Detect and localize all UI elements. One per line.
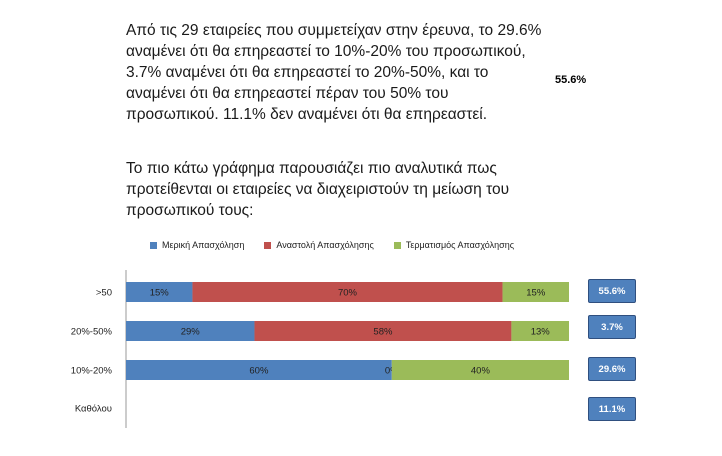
legend-label: Αναστολή Απασχόλησης	[276, 240, 374, 250]
bar-segment	[254, 321, 512, 341]
data-label: 40%	[471, 366, 491, 377]
chart-intro-line: προτείθενται οι εταιρείες να διαχειριστο…	[126, 181, 510, 198]
legend-label: Μερική Απασχόληση	[162, 240, 245, 250]
y-tick-label: >50	[96, 288, 112, 299]
legend-swatch	[264, 241, 272, 249]
legend-item: Αναστολή Απασχόλησης	[264, 240, 374, 250]
y-tick-label: 20%-50%	[71, 327, 113, 338]
legend-item: Μερική Απασχόληση	[150, 240, 244, 250]
bar-segment	[511, 321, 569, 341]
data-label: 60%	[249, 366, 269, 377]
side-value-box: 55.6%	[588, 279, 636, 303]
chart-intro-paragraph: Το πιο κάτω γράφημα παρουσιάζει πιο αναλ…	[126, 158, 509, 221]
side-value-box: 3.7%	[588, 315, 636, 339]
y-tick-label: 10%-20%	[71, 366, 113, 377]
bar-segment	[126, 282, 193, 302]
chart-intro-line: Το πιο κάτω γράφημα παρουσιάζει πιο αναλ…	[126, 160, 497, 177]
intro-line: αναμένει ότι θα επηρεαστεί πέραν του 50%…	[126, 85, 449, 102]
data-label: 29%	[181, 327, 201, 338]
data-label: 15%	[526, 288, 546, 299]
intro-paragraph: Από τις 29 εταιρείες που συμμετείχαν στη…	[126, 20, 541, 125]
intro-line: προσωπικού. 11.1% δεν αναμένει ότι θα επ…	[126, 106, 488, 123]
legend-item: Τερματισμός Απασχόλησης	[393, 240, 515, 250]
legend-swatch	[393, 241, 401, 249]
y-tick-label: Καθόλου	[75, 404, 112, 415]
side-value-box: 29.6%	[588, 357, 636, 381]
bar-segment	[126, 321, 255, 341]
intro-line: αναμένει ότι θα επηρεαστεί το 10%-20% το…	[126, 43, 526, 60]
side-value-box: 11.1%	[588, 397, 636, 421]
legend-label: Τερματισμός Απασχόλησης	[405, 240, 515, 250]
bar-segment	[126, 360, 392, 380]
data-label: 70%	[338, 288, 358, 299]
chart-intro-line: προσωπικού τους:	[126, 202, 254, 219]
intro-line: Από τις 29 εταιρείες που συμμετείχαν στη…	[126, 22, 542, 39]
inline-percentage: 55.6%	[555, 74, 587, 86]
data-label: 13%	[531, 327, 551, 338]
bar-segment	[192, 282, 503, 302]
data-label: 58%	[373, 327, 393, 338]
chart-legend: Μερική Απασχόληση Αναστολή Απασχόλησης Τ…	[150, 240, 610, 250]
intro-line: 3.7% αναμένει ότι θα επηρεαστεί το 20%-5…	[126, 64, 489, 81]
bar-segment	[391, 360, 569, 380]
bar-segment	[502, 282, 569, 302]
data-label: 15%	[150, 288, 170, 299]
legend-swatch	[150, 241, 157, 249]
